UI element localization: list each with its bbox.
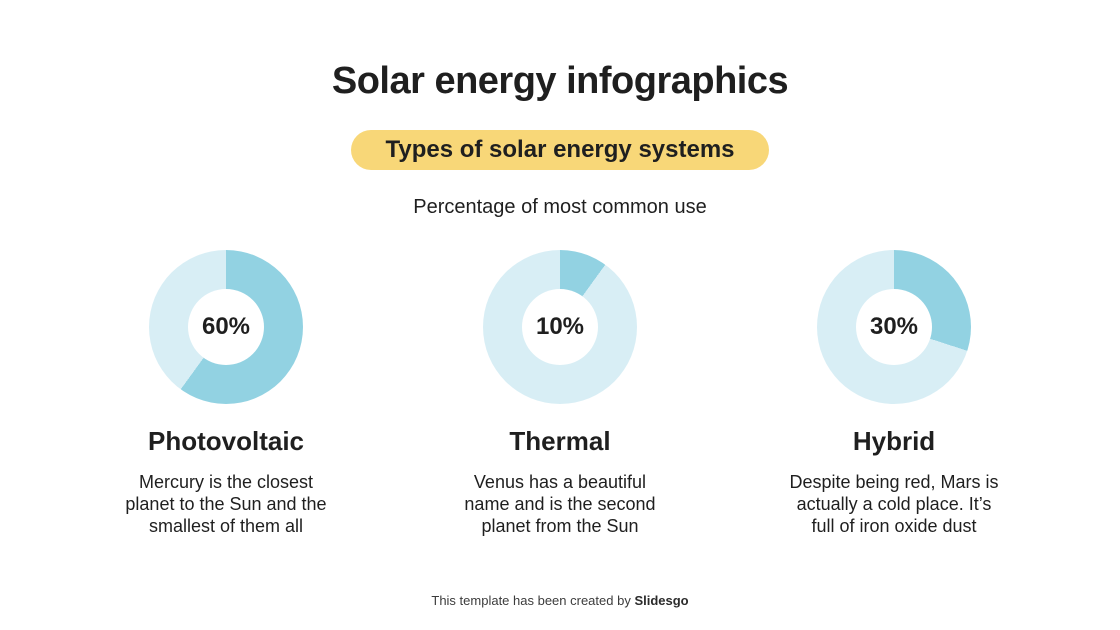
subtitle-badge: Types of solar energy systems xyxy=(351,130,769,170)
donut-chart-hybrid: 30% xyxy=(817,250,971,404)
column-photovoltaic: 60% Photovoltaic Mercury is the closest … xyxy=(66,250,386,537)
column-thermal: 10% Thermal Venus has a beautiful name a… xyxy=(400,250,720,537)
badge-row: Types of solar energy systems xyxy=(0,130,1120,170)
percent-label: 10% xyxy=(535,313,585,340)
donut-chart-thermal: 10% xyxy=(483,250,637,404)
page-title: Solar energy infographics xyxy=(331,60,789,102)
column-description: Venus has a beautiful name and is the se… xyxy=(464,472,656,536)
donut-hole: 30% xyxy=(856,289,932,365)
percent-label: 30% xyxy=(869,313,919,340)
footer-text: This template has been created by xyxy=(431,593,635,608)
percent-label: 60% xyxy=(201,313,251,340)
column-heading: Thermal xyxy=(509,426,611,456)
chart-caption: Percentage of most common use xyxy=(413,196,707,218)
column-heading: Hybrid xyxy=(852,426,936,456)
column-description: Despite being red, Mars is actually a co… xyxy=(789,472,999,536)
column-hybrid: 30% Hybrid Despite being red, Mars is ac… xyxy=(734,250,1054,537)
footer-brand: Slidesgo xyxy=(634,593,689,608)
column-description: Mercury is the closest planet to the Sun… xyxy=(125,472,327,536)
donut-chart-photovoltaic: 60% xyxy=(149,250,303,404)
column-heading: Photovoltaic xyxy=(147,426,304,456)
chart-columns: 60% Photovoltaic Mercury is the closest … xyxy=(66,250,1054,537)
footer-credit: This template has been created by Slides… xyxy=(0,593,1120,608)
donut-hole: 10% xyxy=(522,289,598,365)
donut-hole: 60% xyxy=(188,289,264,365)
